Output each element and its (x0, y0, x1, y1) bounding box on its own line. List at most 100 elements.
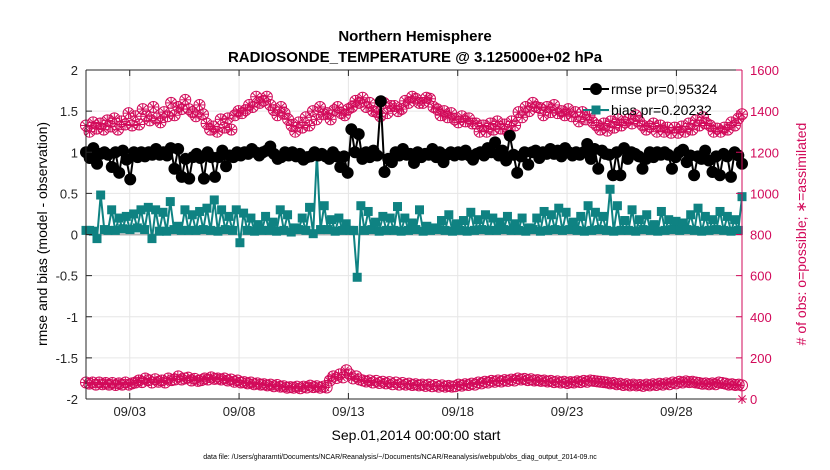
obs-assimilated-marker (137, 104, 148, 115)
bias-point (675, 225, 685, 235)
obs-assimilated-marker (307, 106, 318, 117)
y-right-tick-label: 0 (750, 392, 757, 407)
obs-assimilated-marker (602, 125, 613, 136)
obs-assimilated-marker (690, 115, 701, 126)
obs-possible-marker (725, 116, 738, 129)
bias-point (349, 225, 359, 235)
obs-possible-marker (732, 112, 745, 125)
rmse-point (120, 153, 133, 166)
rmse-point (522, 158, 535, 171)
bias-point (151, 205, 161, 215)
obs-assimilated-marker (320, 382, 331, 393)
rmse-point (172, 142, 185, 155)
bias-point (656, 206, 666, 216)
bias-point (385, 213, 395, 223)
obs-assimilated-marker (510, 120, 521, 131)
bias-point (711, 225, 721, 235)
obs-assimilated-marker (88, 117, 99, 128)
bias-point (704, 225, 714, 235)
bias-point (213, 226, 223, 236)
bias-point (598, 211, 608, 221)
obs-assimilated-marker (315, 102, 326, 113)
rmse-point (124, 173, 137, 186)
obs-assimilated-marker (566, 111, 577, 122)
rmse-point (496, 144, 509, 157)
bias-point (587, 225, 597, 235)
obs-assimilated-marker (265, 99, 276, 110)
bias-point (488, 213, 498, 223)
obs-assimilated-marker (290, 126, 301, 137)
bias-point (627, 205, 637, 215)
obs-possible-marker (314, 101, 327, 114)
bias-point (393, 202, 403, 212)
bias-point (360, 225, 370, 235)
bias-point (264, 225, 274, 235)
bias-point (202, 203, 212, 213)
obs-assimilated-marker (212, 126, 223, 137)
bias-point (528, 225, 538, 235)
bias-point (301, 225, 311, 235)
bias-point (294, 225, 304, 235)
rmse-point (341, 166, 354, 179)
rmse-point (168, 162, 181, 175)
bias-point (645, 225, 655, 235)
x-tick-label: 09/18 (441, 404, 474, 419)
rmse-point (183, 172, 196, 185)
bias-point (140, 225, 150, 235)
rmse-point (374, 95, 387, 108)
obs-count-layer (80, 90, 748, 404)
obs-possible-marker (328, 104, 341, 117)
obs-assimilated-marker (208, 121, 219, 132)
y-right-tick-label: 800 (750, 228, 772, 243)
bias-point (550, 225, 560, 235)
bias-point (129, 209, 139, 219)
y-right-tick-label: 1400 (750, 104, 779, 119)
rmse-point (220, 160, 233, 173)
legend-swatch-marker (590, 83, 602, 95)
obs-possible-marker (122, 107, 135, 120)
bias-point (316, 225, 326, 235)
bias-point (532, 213, 542, 223)
y-right-tick-label: 600 (750, 269, 772, 284)
obs-possible-marker (696, 111, 709, 124)
obs-assimilated-marker (304, 120, 315, 131)
tick-layer: 09/03 09/08 09/13 09/18 09/23 09/28 2 1.5 1 0.5 0 -… (56, 63, 779, 419)
obs-assimilated-marker (382, 108, 393, 119)
bias-point (107, 205, 117, 215)
rmse-point (665, 162, 678, 175)
bias-point (147, 234, 157, 244)
bias-point (462, 226, 472, 236)
obs-possible-marker (629, 109, 642, 122)
chart-title: Northern Hemisphere (338, 28, 491, 45)
obs-assimilated-marker (673, 127, 684, 138)
obs-assimilated-marker (549, 99, 560, 110)
bias-point (323, 225, 333, 235)
bias-point (535, 226, 545, 236)
obs-assimilated-marker (134, 119, 145, 130)
bias-point (257, 225, 267, 235)
bias-point (242, 225, 252, 235)
bias-point (554, 203, 564, 213)
rmse-point (489, 136, 502, 149)
bias-point (557, 225, 567, 235)
bias-point (250, 226, 260, 236)
obs-assimilated-marker (357, 92, 368, 103)
bias-point (623, 225, 633, 235)
obs-assimilated-marker (573, 116, 584, 127)
obs-assimilated-marker (618, 379, 629, 390)
bias-point (96, 190, 106, 200)
rmse-point (208, 170, 221, 183)
bias-point (543, 225, 553, 235)
bias-point (733, 225, 743, 235)
bias-point (722, 211, 732, 221)
obs-assimilated-marker (545, 107, 556, 118)
obs-assimilated-marker (127, 120, 138, 131)
obs-assimilated-marker (283, 114, 294, 125)
legend-swatch-marker (591, 105, 601, 115)
obs-assimilated-marker (219, 122, 230, 133)
bias-point (436, 216, 446, 226)
obs-assimilated-marker (162, 111, 173, 122)
bias-point (297, 213, 307, 223)
y-axis-label-right: # of obs: o=possible; ∗=assimilated (793, 123, 809, 346)
bias-point (110, 225, 120, 235)
